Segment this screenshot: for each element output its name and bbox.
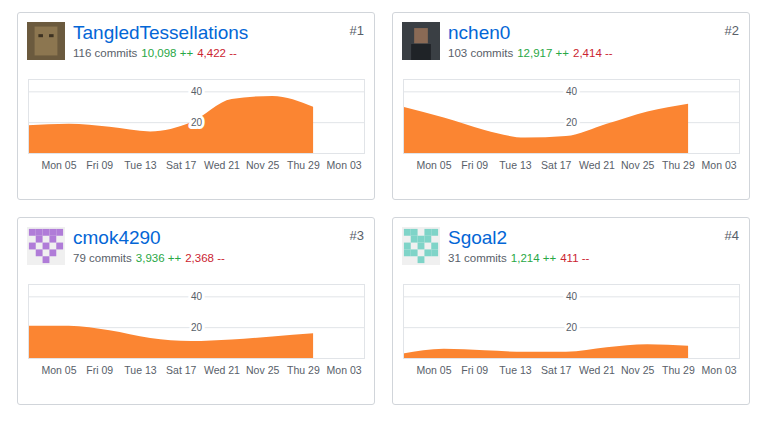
svg-text:Mon 03: Mon 03	[702, 364, 737, 376]
svg-text:Mon 03: Mon 03	[327, 364, 362, 376]
svg-text:Tue 13: Tue 13	[499, 364, 531, 376]
svg-text:Wed 21: Wed 21	[204, 364, 240, 376]
svg-text:20: 20	[191, 322, 203, 333]
html-text:#2: #2	[724, 23, 739, 38]
svg-text:Mon 05: Mon 05	[42, 364, 77, 376]
svg-text:Sat 17: Sat 17	[541, 159, 572, 171]
html-text:31 commits 1,214 ++ 411 --: 31 commits 1,214 ++ 411 --	[448, 252, 590, 264]
svg-text:Mon 05: Mon 05	[42, 159, 77, 171]
svg-text:Nov 25: Nov 25	[621, 159, 654, 171]
svg-text:Wed 21: Wed 21	[204, 159, 240, 171]
html-text:#3: #3	[349, 228, 364, 243]
svg-text:Thu 29: Thu 29	[662, 159, 695, 171]
html-text:TangledTessellations: TangledTessellations	[73, 22, 249, 43]
svg-text:40: 40	[566, 291, 578, 302]
svg-text:20: 20	[191, 117, 203, 128]
svg-text:Thu 29: Thu 29	[287, 159, 320, 171]
svg-text:Mon 03: Mon 03	[702, 159, 737, 171]
svg-text:Thu 29: Thu 29	[287, 364, 320, 376]
svg-text:20: 20	[566, 322, 578, 333]
html-text:79 commits 3,936 ++ 2,368 --: 79 commits 3,936 ++ 2,368 --	[73, 252, 225, 264]
svg-text:Fri 09: Fri 09	[86, 364, 113, 376]
svg-text:20: 20	[566, 117, 578, 128]
html-text:#4: #4	[724, 228, 739, 243]
svg-text:Tue 13: Tue 13	[499, 159, 531, 171]
svg-text:Thu 29: Thu 29	[662, 364, 695, 376]
html-text:#1: #1	[349, 23, 364, 38]
svg-text:Wed 21: Wed 21	[579, 159, 615, 171]
svg-text:Nov 25: Nov 25	[246, 159, 279, 171]
svg-text:Sat 17: Sat 17	[166, 159, 197, 171]
svg-text:Wed 21: Wed 21	[579, 364, 615, 376]
svg-text:Fri 09: Fri 09	[86, 159, 113, 171]
svg-text:Tue 13: Tue 13	[124, 159, 156, 171]
svg-text:Sat 17: Sat 17	[166, 364, 197, 376]
svg-text:40: 40	[566, 86, 578, 97]
svg-text:Nov 25: Nov 25	[246, 364, 279, 376]
svg-text:Tue 13: Tue 13	[124, 364, 156, 376]
svg-text:Fri 09: Fri 09	[461, 364, 488, 376]
svg-text:Fri 09: Fri 09	[461, 159, 488, 171]
html-text:103 commits 12,917 ++ 2,414 --: 103 commits 12,917 ++ 2,414 --	[448, 47, 613, 59]
html-text:cmok4290: cmok4290	[73, 227, 161, 248]
html-text:nchen0: nchen0	[448, 22, 511, 43]
svg-text:Mon 05: Mon 05	[417, 159, 452, 171]
svg-text:Sat 17: Sat 17	[541, 364, 572, 376]
svg-text:40: 40	[191, 291, 203, 302]
html-text:116 commits 10,098 ++ 4,422 --: 116 commits 10,098 ++ 4,422 --	[73, 47, 237, 59]
html-text:Sgoal2: Sgoal2	[448, 227, 508, 248]
svg-text:Mon 03: Mon 03	[327, 159, 362, 171]
svg-text:Mon 05: Mon 05	[417, 364, 452, 376]
svg-text:40: 40	[191, 86, 203, 97]
svg-text:Nov 25: Nov 25	[621, 364, 654, 376]
